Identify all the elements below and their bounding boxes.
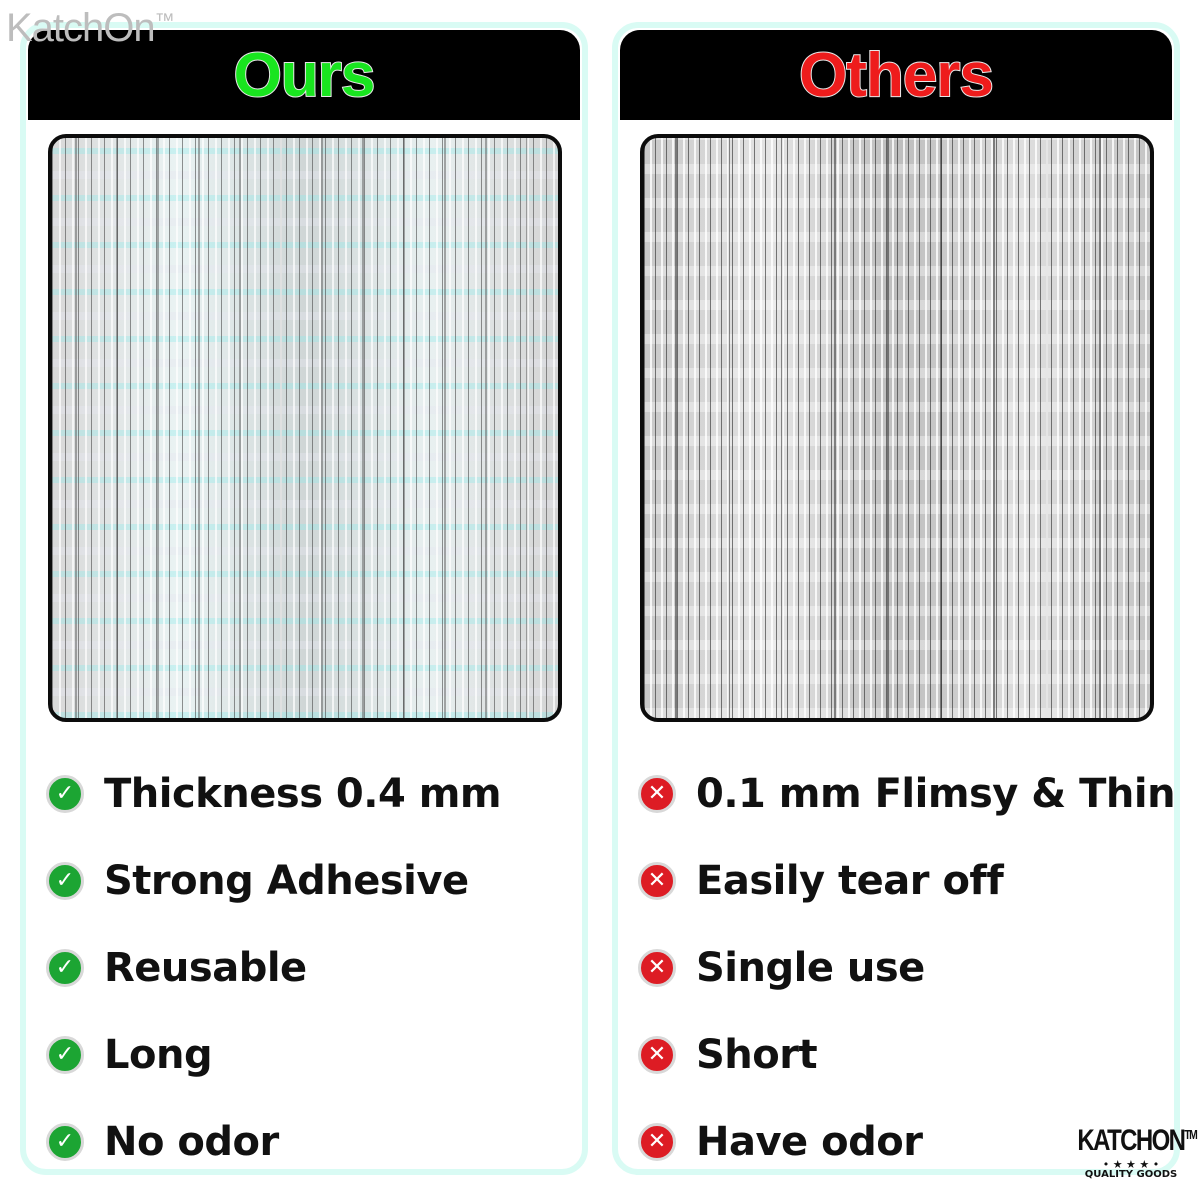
logo-tagline: QUALITY GOODS [1084,1169,1178,1180]
list-item: ✕ Short [638,1011,1164,1098]
check-circle-icon: ✓ [46,948,84,987]
feature-label: Reusable [104,944,307,991]
feature-label: Long [104,1031,213,1078]
list-item: ✓ Thickness 0.4 mm [46,750,572,837]
others-tinsel-image [640,134,1154,722]
feature-label: Thickness 0.4 mm [104,770,502,817]
feature-label: Strong Adhesive [104,857,469,904]
feature-label: Short [696,1031,818,1078]
logo-name: KATCHON [1077,1124,1186,1157]
x-circle-icon: ✕ [638,774,676,813]
feature-label: 0.1 mm Flimsy & Thin [696,770,1176,817]
list-item: ✓ Strong Adhesive [46,837,572,924]
x-circle-icon: ✕ [638,1122,676,1161]
feature-label: No odor [104,1118,279,1165]
x-circle-icon: ✕ [638,948,676,987]
others-title: Others [798,40,995,111]
feature-label: Single use [696,944,925,991]
list-item: ✕ 0.1 mm Flimsy & Thin [638,750,1176,837]
list-item: ✓ Long [46,1011,572,1098]
list-item: ✕ Have odor [638,1098,1164,1185]
others-panel: Others ✕ 0.1 mm Flimsy & Thin ✕ Easily tea… [612,22,1180,1175]
feature-label: Have odor [696,1118,923,1165]
ours-feature-list: ✓ Thickness 0.4 mm ✓ Strong Adhesive ✓ Reus… [46,750,572,1185]
list-item: ✕ Easily tear off [638,837,1164,924]
ours-tinsel-image [48,134,562,722]
logo-tm: TM [1184,1127,1197,1142]
list-item: ✓ Reusable [46,924,572,1011]
list-item: ✓ No odor [46,1098,572,1185]
check-circle-icon: ✓ [46,1122,84,1161]
logo-stars: • ★ ★ ★ • [1102,1158,1160,1171]
feature-label: Easily tear off [696,857,1004,904]
others-feature-list: ✕ 0.1 mm Flimsy & Thin ✕ Easily tear off ✕… [638,750,1176,1185]
check-circle-icon: ✓ [46,774,84,813]
ours-panel: Ours ✓ Thickness 0.4 mm ✓ Strong Adhesive … [20,22,588,1175]
x-circle-icon: ✕ [638,861,676,900]
watermark: KatchOn™ [6,6,175,50]
others-header: Others [620,30,1172,120]
check-circle-icon: ✓ [46,1035,84,1074]
check-circle-icon: ✓ [46,861,84,900]
ours-header: Ours [28,30,580,120]
x-circle-icon: ✕ [638,1035,676,1074]
list-item: ✕ Single use [638,924,1164,1011]
ours-title: Ours [233,40,377,111]
katchon-logo: KATCHONTM • ★ ★ ★ • QUALITY GOODS [1064,1124,1198,1180]
